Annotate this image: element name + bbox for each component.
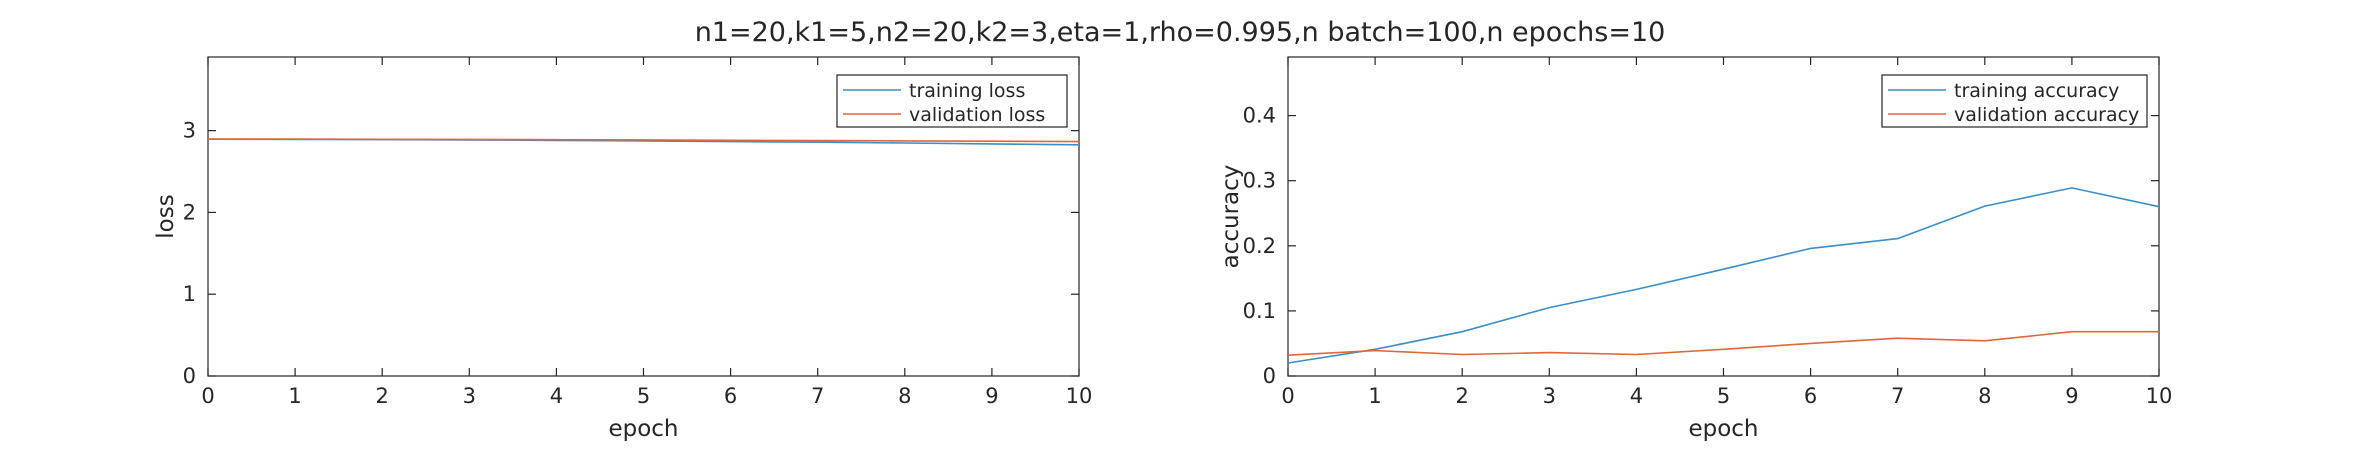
- x-tick-label: 10: [1066, 384, 1093, 408]
- x-axis-label: epoch: [1688, 416, 1758, 442]
- x-tick-label: 2: [376, 384, 389, 408]
- legend-label: training accuracy: [1954, 80, 2119, 102]
- x-tick-label: 3: [1543, 384, 1556, 408]
- x-axis-label: epoch: [608, 416, 678, 442]
- x-tick-label: 5: [1717, 384, 1730, 408]
- x-tick-label: 8: [898, 384, 911, 408]
- legend-label: validation loss: [909, 104, 1045, 126]
- x-tick-label: 5: [637, 384, 650, 408]
- x-tick-label: 1: [288, 384, 301, 408]
- series-line-1: [1287, 187, 2160, 364]
- figure-title: n1=20,k1=5,n2=20,k2=3,eta=1,rho=0.995,n …: [695, 17, 1666, 48]
- series-line-2: [1287, 330, 2159, 356]
- legend: [836, 74, 1068, 128]
- chart-1: 0 1 2 3 4 5 6 7 8 9 10 0 1 2 3 epoch loss training lossva…: [153, 56, 1093, 442]
- legend-label: training loss: [909, 80, 1025, 102]
- y-tick-label: 0: [183, 364, 196, 388]
- y-axis-label: loss: [153, 194, 179, 238]
- x-tick-label: 3: [463, 384, 476, 408]
- x-tick-label: 9: [2065, 384, 2078, 408]
- x-tick-label: 6: [724, 384, 737, 408]
- x-tick-label: 8: [1978, 384, 1991, 408]
- x-tick-label: 10: [2146, 384, 2173, 408]
- y-tick-label: 0: [1263, 364, 1276, 388]
- x-tick-label: 7: [811, 384, 824, 408]
- x-tick-label: 2: [1456, 384, 1469, 408]
- y-tick-label: 0.3: [1243, 169, 1276, 193]
- x-tick-label: 1: [1368, 384, 1381, 408]
- y-tick-label: 0.1: [1243, 299, 1276, 323]
- chart-2: 0 1 2 3 4 5 6 7 8 9 10 0 0.1 0.2 0.3 0.4 epoch accuracy tr…: [1218, 56, 2173, 442]
- y-tick-label: 1: [183, 282, 196, 306]
- y-axis-label: accuracy: [1218, 165, 1244, 269]
- y-tick-label: 0.2: [1243, 234, 1276, 258]
- legend-label: validation accuracy: [1954, 104, 2139, 126]
- y-tick-label: 2: [183, 200, 196, 224]
- x-tick-label: 0: [1281, 384, 1294, 408]
- legend: [1881, 74, 2148, 128]
- x-tick-label: 0: [201, 384, 214, 408]
- series-line-2: [207, 138, 1080, 143]
- x-tick-label: 9: [985, 384, 998, 408]
- y-tick-label: 0.4: [1243, 104, 1276, 128]
- x-tick-label: 4: [1630, 384, 1643, 408]
- x-tick-label: 6: [1804, 384, 1817, 408]
- x-tick-label: 4: [550, 384, 563, 408]
- y-tick-label: 3: [183, 119, 196, 143]
- x-tick-label: 7: [1891, 384, 1904, 408]
